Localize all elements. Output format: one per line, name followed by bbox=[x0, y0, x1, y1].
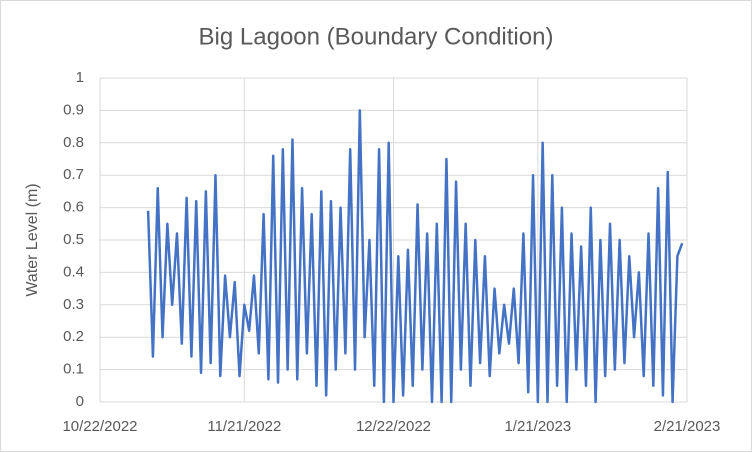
x-tick-label: 1/21/2023 bbox=[504, 418, 571, 435]
y-tick-label: 0.6 bbox=[63, 199, 84, 216]
y-tick-label: 0 bbox=[76, 393, 84, 410]
x-tick-label: 10/22/2022 bbox=[62, 418, 137, 435]
data-line bbox=[146, 109, 684, 404]
y-tick-label: 0.9 bbox=[63, 101, 84, 118]
y-tick-label: 0.4 bbox=[63, 263, 84, 280]
y-tick-label: 0.7 bbox=[63, 166, 84, 183]
y-tick-label: 0.3 bbox=[63, 296, 84, 313]
y-tick-label: 0.1 bbox=[63, 361, 84, 378]
chart-title: Big Lagoon (Boundary Condition) bbox=[199, 23, 554, 50]
x-tick-label: 11/21/2022 bbox=[207, 418, 281, 435]
y-tick-label: 1 bbox=[76, 69, 84, 86]
y-tick-label: 0.8 bbox=[63, 134, 84, 151]
y-tick-label: 0.2 bbox=[63, 328, 84, 345]
x-tick-label: 12/22/2022 bbox=[356, 418, 431, 435]
y-tick-label: 0.5 bbox=[63, 231, 84, 248]
y-axis-label: Water Level (m) bbox=[24, 183, 41, 296]
x-tick-label: 2/21/2023 bbox=[654, 418, 721, 435]
